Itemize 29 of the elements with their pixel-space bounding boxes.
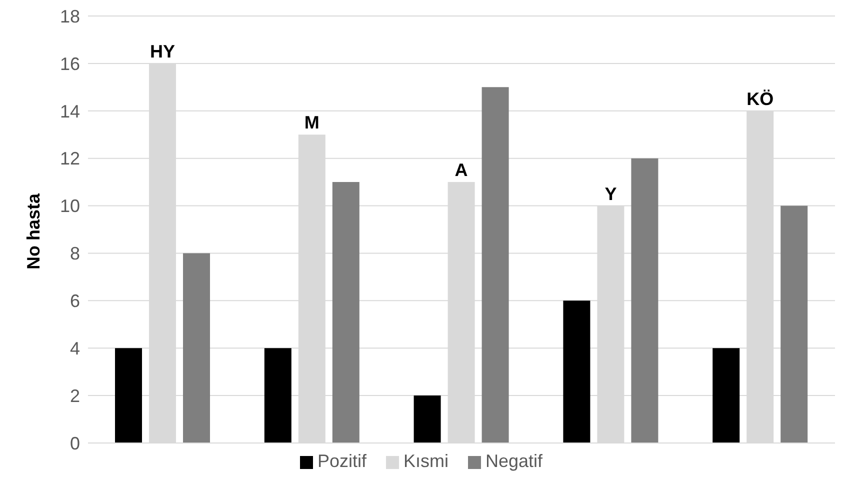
x-tick-label: Y bbox=[604, 184, 617, 204]
y-tick-label: 2 bbox=[70, 386, 80, 406]
y-tick-label: 6 bbox=[70, 291, 80, 312]
bar bbox=[712, 348, 740, 443]
bar bbox=[414, 396, 441, 443]
y-tick-label: 10 bbox=[60, 196, 80, 216]
y-tick-label: 14 bbox=[60, 101, 80, 122]
y-tick-label: 0 bbox=[70, 433, 80, 454]
y-tick-label: 4 bbox=[70, 338, 80, 358]
y-tick-label: 12 bbox=[60, 148, 80, 169]
bar bbox=[780, 206, 808, 443]
y-tick-label: 8 bbox=[70, 244, 80, 264]
x-tick-label: A bbox=[454, 160, 468, 180]
bar bbox=[563, 300, 590, 443]
legend-label: Negatif bbox=[485, 451, 543, 471]
legend-label: Pozitif bbox=[317, 451, 366, 471]
x-tick-label: KÖ bbox=[746, 88, 774, 109]
y-axis-title: No hasta bbox=[23, 192, 44, 270]
x-tick-label: M bbox=[304, 112, 320, 133]
legend-label: Kısmi bbox=[403, 451, 448, 471]
bar bbox=[482, 87, 509, 443]
bar bbox=[332, 182, 360, 443]
bar bbox=[115, 348, 142, 443]
y-tick-label: 16 bbox=[60, 54, 80, 74]
bar bbox=[264, 348, 292, 443]
x-tick-label: HY bbox=[150, 41, 176, 62]
bar bbox=[183, 253, 210, 443]
bar bbox=[631, 158, 658, 443]
y-tick-label: 18 bbox=[60, 6, 80, 26]
